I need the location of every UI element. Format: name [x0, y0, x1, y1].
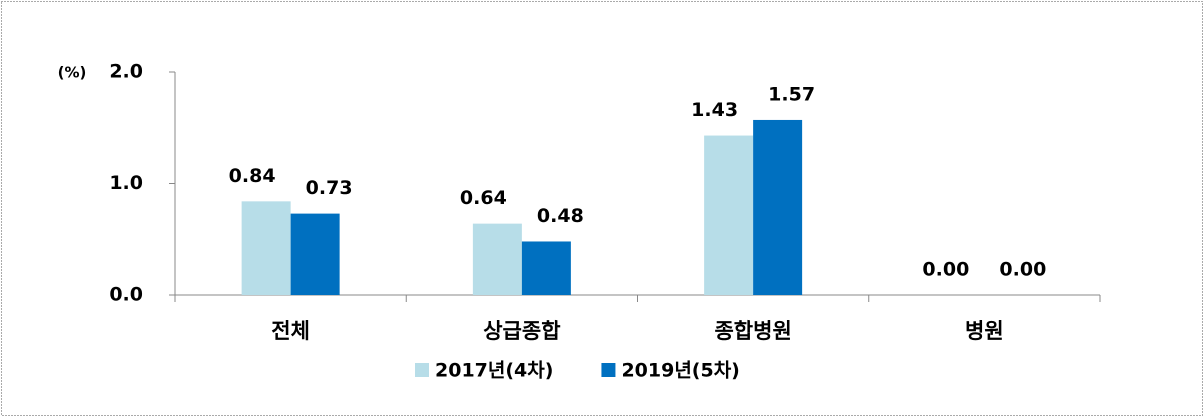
legend-swatch: [601, 363, 616, 377]
bar: [521, 241, 571, 295]
value-label: 1.43: [691, 99, 738, 121]
bar: [472, 223, 522, 295]
y-tick-label: 2.0: [109, 61, 143, 83]
value-label: 0.00: [999, 259, 1046, 281]
y-axis-label: (%): [58, 64, 87, 82]
x-tick-label: 상급종합: [483, 319, 560, 343]
x-tick-label: 병원: [965, 319, 1004, 343]
bar: [704, 135, 754, 295]
legend-swatch: [415, 363, 429, 377]
x-tick-label: 종합병원: [714, 319, 791, 343]
y-tick-label: 0.0: [109, 284, 143, 306]
x-tick-label: 전체: [271, 319, 310, 343]
bar: [753, 119, 803, 295]
value-label: 0.64: [460, 187, 507, 209]
value-label: 0.73: [306, 177, 353, 199]
value-label: 0.48: [537, 205, 584, 227]
y-tick-label: 1.0: [109, 172, 143, 194]
legend-label: 2019년(5차): [621, 360, 739, 382]
legend-label: 2017년(4차): [435, 360, 553, 382]
bar: [241, 201, 291, 295]
value-label: 0.84: [229, 165, 276, 187]
bar: [290, 213, 340, 295]
value-label: 0.00: [922, 259, 969, 281]
value-label: 1.57: [768, 83, 815, 105]
